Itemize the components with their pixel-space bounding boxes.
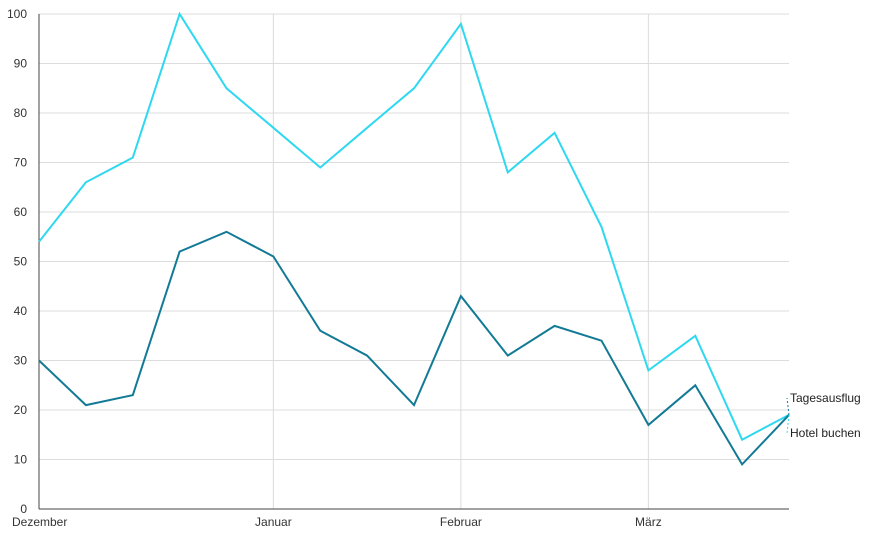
- y-tick-label: 0: [20, 502, 27, 516]
- y-tick-label: 80: [14, 106, 28, 120]
- y-tick-label: 90: [14, 57, 28, 71]
- series-line-hotel-buchen: [38, 11, 790, 442]
- legend-label: Tagesausflug: [790, 391, 861, 405]
- y-tick-label: 30: [14, 354, 28, 368]
- y-tick-label: 70: [14, 156, 28, 170]
- x-tick-label: März: [635, 515, 662, 529]
- x-tick-label: Januar: [255, 515, 292, 529]
- y-tick-label: 50: [14, 255, 28, 269]
- legend-leader: [786, 397, 790, 416]
- gridlines: [39, 13, 789, 509]
- legend-leader: [786, 414, 790, 434]
- legend: Hotel buchen Tagesausflug: [786, 391, 861, 440]
- series-line-tagesausflug: [38, 230, 790, 467]
- y-tick-label: 100: [7, 7, 27, 21]
- axes: 0 10 20 30 40 50 60 70 80 90 100 Dezember Januar Febr…: [7, 7, 789, 529]
- x-tick-label: Dezember: [12, 515, 67, 529]
- series-lines: [38, 11, 790, 467]
- x-tick-label: Februar: [440, 515, 482, 529]
- y-tick-label: 20: [14, 403, 28, 417]
- y-tick-label: 40: [14, 304, 28, 318]
- legend-label: Hotel buchen: [790, 426, 861, 440]
- y-tick-label: 10: [14, 453, 28, 467]
- y-tick-label: 60: [14, 205, 28, 219]
